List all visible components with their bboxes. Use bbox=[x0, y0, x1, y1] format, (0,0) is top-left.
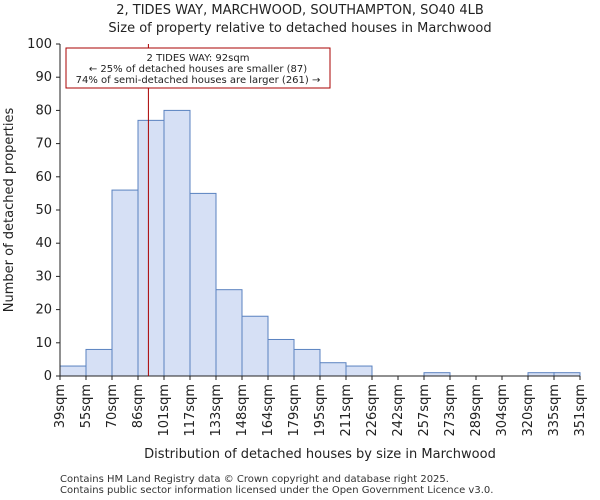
x-tick-label-273sqm: 273sqm bbox=[443, 384, 458, 437]
x-tick-label-195sqm: 195sqm bbox=[313, 384, 328, 437]
x-tick-label-320sqm: 320sqm bbox=[521, 384, 536, 437]
x-tick-label-117sqm: 117sqm bbox=[183, 384, 198, 437]
bar-148sqm bbox=[241, 315, 269, 377]
annotation-line-2: ← 25% of detached houses are smaller (87… bbox=[89, 64, 307, 75]
x-tick-label-335sqm: 335sqm bbox=[547, 384, 562, 437]
y-tick-label-30: 30 bbox=[35, 269, 52, 284]
bar-211sqm bbox=[345, 365, 373, 377]
x-tick-label-289sqm: 289sqm bbox=[469, 384, 484, 437]
annotation-line-1: 2 TIDES WAY: 92sqm bbox=[147, 53, 250, 64]
x-tick-label-164sqm: 164sqm bbox=[261, 384, 276, 437]
bar-101sqm bbox=[163, 109, 191, 377]
x-tick-label-70sqm: 70sqm bbox=[105, 384, 120, 428]
bar-164sqm bbox=[267, 338, 295, 377]
y-tick-label-40: 40 bbox=[35, 236, 52, 251]
x-tick-label-211sqm: 211sqm bbox=[339, 384, 354, 437]
x-tick-label-304sqm: 304sqm bbox=[495, 384, 510, 437]
x-axis-label: Distribution of detached houses by size … bbox=[144, 447, 496, 462]
footer-line-1: Contains HM Land Registry data © Crown c… bbox=[60, 474, 449, 485]
y-tick-label-100: 100 bbox=[27, 37, 52, 52]
x-tick-label-226sqm: 226sqm bbox=[365, 384, 380, 437]
bar-70sqm bbox=[111, 189, 139, 377]
y-tick-label-80: 80 bbox=[35, 103, 52, 118]
chart-title: 2, TIDES WAY, MARCHWOOD, SOUTHAMPTON, SO… bbox=[116, 3, 484, 18]
y-axis-label: Number of detached properties bbox=[2, 108, 17, 313]
y-tick-label-0: 0 bbox=[44, 369, 52, 384]
bar-117sqm bbox=[189, 192, 217, 377]
y-tick-label-10: 10 bbox=[35, 336, 52, 351]
bar-86sqm bbox=[137, 119, 165, 377]
x-tick-label-179sqm: 179sqm bbox=[287, 384, 302, 437]
y-tick-label-50: 50 bbox=[35, 203, 52, 218]
x-tick-label-86sqm: 86sqm bbox=[131, 384, 146, 428]
footer-line-2: Contains public sector information licen… bbox=[60, 485, 494, 496]
bar-55sqm bbox=[85, 348, 113, 377]
x-tick-label-55sqm: 55sqm bbox=[79, 384, 94, 428]
annotation-box bbox=[65, 47, 331, 89]
chart-subtitle: Size of property relative to detached ho… bbox=[108, 21, 492, 36]
annotation-line-3: 74% of semi-detached houses are larger (… bbox=[76, 75, 321, 86]
x-tick-label-257sqm: 257sqm bbox=[417, 384, 432, 437]
bar-179sqm bbox=[293, 348, 321, 377]
x-tick-label-242sqm: 242sqm bbox=[391, 384, 406, 437]
bar-195sqm bbox=[319, 362, 347, 377]
y-tick-label-90: 90 bbox=[35, 70, 52, 85]
y-tick-label-20: 20 bbox=[35, 303, 52, 318]
bar-39sqm bbox=[59, 365, 87, 377]
x-tick-label-101sqm: 101sqm bbox=[157, 384, 172, 437]
x-tick-label-148sqm: 148sqm bbox=[235, 384, 250, 437]
x-tick-label-351sqm: 351sqm bbox=[573, 384, 588, 437]
x-tick-label-133sqm: 133sqm bbox=[209, 384, 224, 437]
y-tick-label-60: 60 bbox=[35, 170, 52, 185]
y-tick-label-70: 70 bbox=[35, 137, 52, 152]
bar-133sqm bbox=[215, 289, 243, 377]
x-tick-label-39sqm: 39sqm bbox=[53, 384, 68, 428]
